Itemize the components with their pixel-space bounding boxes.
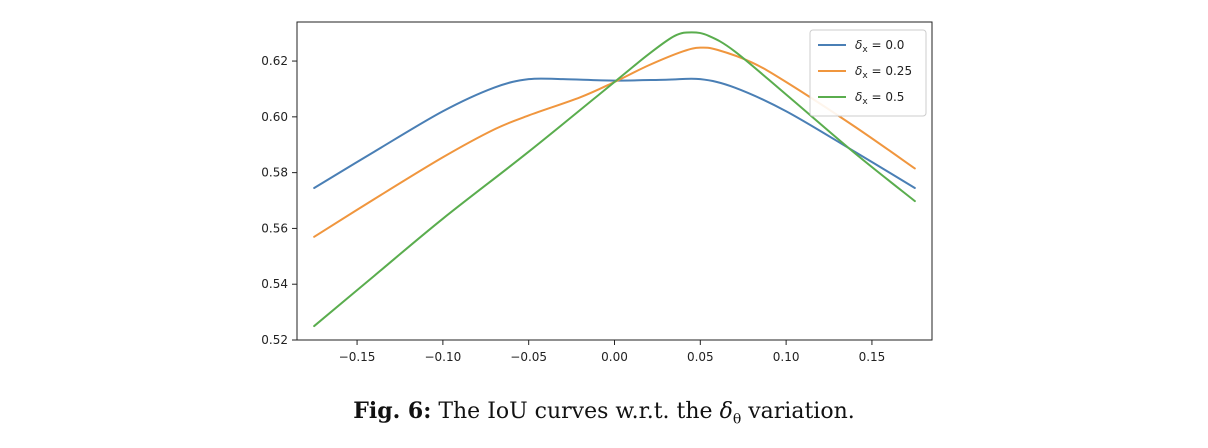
figure-caption: Fig. 6: The IoU curves w.r.t. the δθ var… bbox=[0, 398, 1208, 427]
y-tick-label: 0.54 bbox=[261, 277, 288, 291]
legend-label-1: δx = 0.25 bbox=[855, 64, 912, 81]
x-tick-label: 0.05 bbox=[687, 350, 714, 364]
y-tick-label: 0.60 bbox=[261, 110, 288, 124]
caption-symbol: δ bbox=[719, 399, 733, 424]
legend-label-2: δx = 0.5 bbox=[855, 90, 904, 107]
series-layer bbox=[313, 31, 916, 328]
caption-symbol-subscript: θ bbox=[732, 411, 742, 428]
x-tick-label: 0.00 bbox=[601, 350, 628, 364]
x-tick-label: −0.05 bbox=[510, 350, 547, 364]
y-axis-ticks: 0.52 0.54 0.56 0.58 0.60 0.62 bbox=[261, 54, 297, 347]
y-tick-label: 0.56 bbox=[261, 221, 288, 235]
plot-area: −0.15 −0.10 −0.05 0.00 0.05 0.10 0.15 0.52 0.54… bbox=[261, 21, 933, 364]
series-line-0 bbox=[313, 77, 916, 189]
x-axis-ticks: −0.15 −0.10 −0.05 0.00 0.05 0.10 0.15 bbox=[339, 340, 886, 364]
x-tick-label: −0.10 bbox=[424, 350, 461, 364]
caption-text-before: The IoU curves w.r.t. the bbox=[431, 399, 720, 424]
series-line-2 bbox=[313, 31, 916, 328]
x-tick-label: 0.10 bbox=[773, 350, 800, 364]
legend: δx = 0.0 δx = 0.25 δx = 0.5 bbox=[809, 29, 927, 117]
caption-text-after: variation. bbox=[741, 399, 855, 424]
series-line-1 bbox=[313, 46, 916, 238]
y-tick-label: 0.62 bbox=[261, 54, 288, 68]
y-tick-label: 0.52 bbox=[261, 333, 288, 347]
caption-label: Fig. 6: bbox=[353, 398, 432, 424]
legend-label-0: δx = 0.0 bbox=[855, 38, 904, 55]
x-tick-label: 0.15 bbox=[859, 350, 886, 364]
legend-box bbox=[809, 29, 927, 117]
y-tick-label: 0.58 bbox=[261, 166, 288, 180]
x-tick-label: −0.15 bbox=[339, 350, 376, 364]
